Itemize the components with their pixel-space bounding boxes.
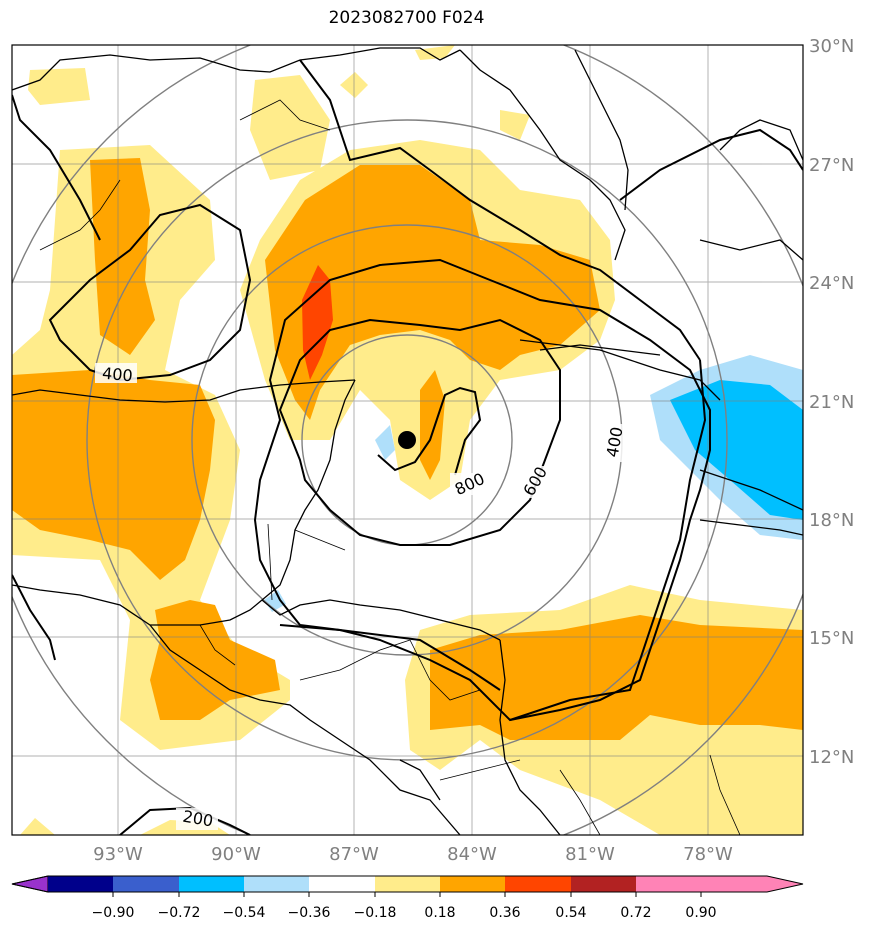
- contour-left-low: [12, 574, 56, 661]
- colorbar-tick-label: −0.54: [223, 905, 266, 921]
- lat-label-18: 18°N: [809, 510, 854, 531]
- map-frame: [11, 44, 804, 836]
- coastlines: [12, 47, 803, 835]
- lon-label-93: 93°W: [93, 844, 143, 865]
- colorbar-tick-label: 0.18: [424, 905, 455, 921]
- latitude-labels: 30°N 27°N 24°N 21°N 18°N 15°N 12°N: [809, 36, 854, 768]
- lat-label-30: 30°N: [809, 36, 854, 57]
- lon-label-78: 78°W: [683, 844, 733, 865]
- contour-right-arc: [509, 359, 707, 721]
- contour-600: [278, 318, 561, 546]
- shading-orange: [12, 158, 803, 740]
- colorbar-segment: [113, 876, 179, 892]
- colorbar-arrow-high: [701, 876, 803, 892]
- colorbar-segment: [244, 876, 309, 892]
- map-area: 400 800 600 400 200: [12, 45, 803, 835]
- contour-800: [377, 386, 482, 476]
- lat-label-15: 15°N: [809, 628, 854, 649]
- contour-labels: 400 800 600 400 200: [95, 363, 634, 831]
- colorbar-arrow-low: [11, 875, 49, 893]
- contour-400-inner: [253, 258, 711, 722]
- colorbar: −0.90 −0.72 −0.54 −0.36 −0.18 0.18 0.36 …: [11, 875, 804, 921]
- contour-top: [299, 59, 701, 361]
- colorbar-tick-label: 0.54: [555, 905, 586, 921]
- lat-label-24: 24°N: [809, 273, 854, 294]
- colorbar-outline: [11, 875, 804, 893]
- lon-label-81: 81°W: [565, 844, 615, 865]
- colorbar-segment: [179, 876, 244, 892]
- shading-blue: [670, 380, 803, 520]
- contour-label-400-left: 400: [101, 364, 133, 386]
- colorbar-segment: [505, 876, 571, 892]
- lon-label-87: 87°W: [329, 844, 379, 865]
- lon-label-90: 90°W: [211, 844, 261, 865]
- colorbar-tick-label: 0.36: [489, 905, 520, 921]
- colorbar-segment: [48, 876, 113, 892]
- colorbar-tick-label: 0.72: [620, 905, 651, 921]
- country-borders: [39, 99, 741, 835]
- colorbar-tick-label: −0.72: [158, 905, 201, 921]
- colorbar-tick-label: −0.36: [288, 905, 331, 921]
- colorbar-segment: [375, 876, 440, 892]
- colorbar-segment: [440, 876, 505, 892]
- contour-mid: [279, 624, 501, 691]
- lat-label-21: 21°N: [809, 392, 854, 413]
- colorbar-tick-label: −0.18: [354, 905, 397, 921]
- height-contours: [12, 59, 803, 835]
- longitude-labels: 93°W 90°W 87°W 84°W 81°W 78°W: [93, 844, 733, 865]
- lat-label-27: 27°N: [809, 155, 854, 176]
- colorbar-segment: [571, 876, 636, 892]
- colorbar-segment: [309, 876, 375, 892]
- lat-label-12: 12°N: [809, 747, 854, 768]
- map-title: 2023082700 F024: [328, 8, 485, 28]
- colorbar-tick-label: 0.90: [685, 905, 716, 921]
- colorbar-ticks: [112, 892, 702, 897]
- contour-top-left: [12, 94, 101, 241]
- colorbar-segment: [636, 876, 701, 892]
- storm-center-dot: [398, 431, 416, 449]
- lon-label-84: 84°W: [447, 844, 497, 865]
- colorbar-tick-label: −0.90: [92, 905, 135, 921]
- contour-top-right: [619, 128, 803, 201]
